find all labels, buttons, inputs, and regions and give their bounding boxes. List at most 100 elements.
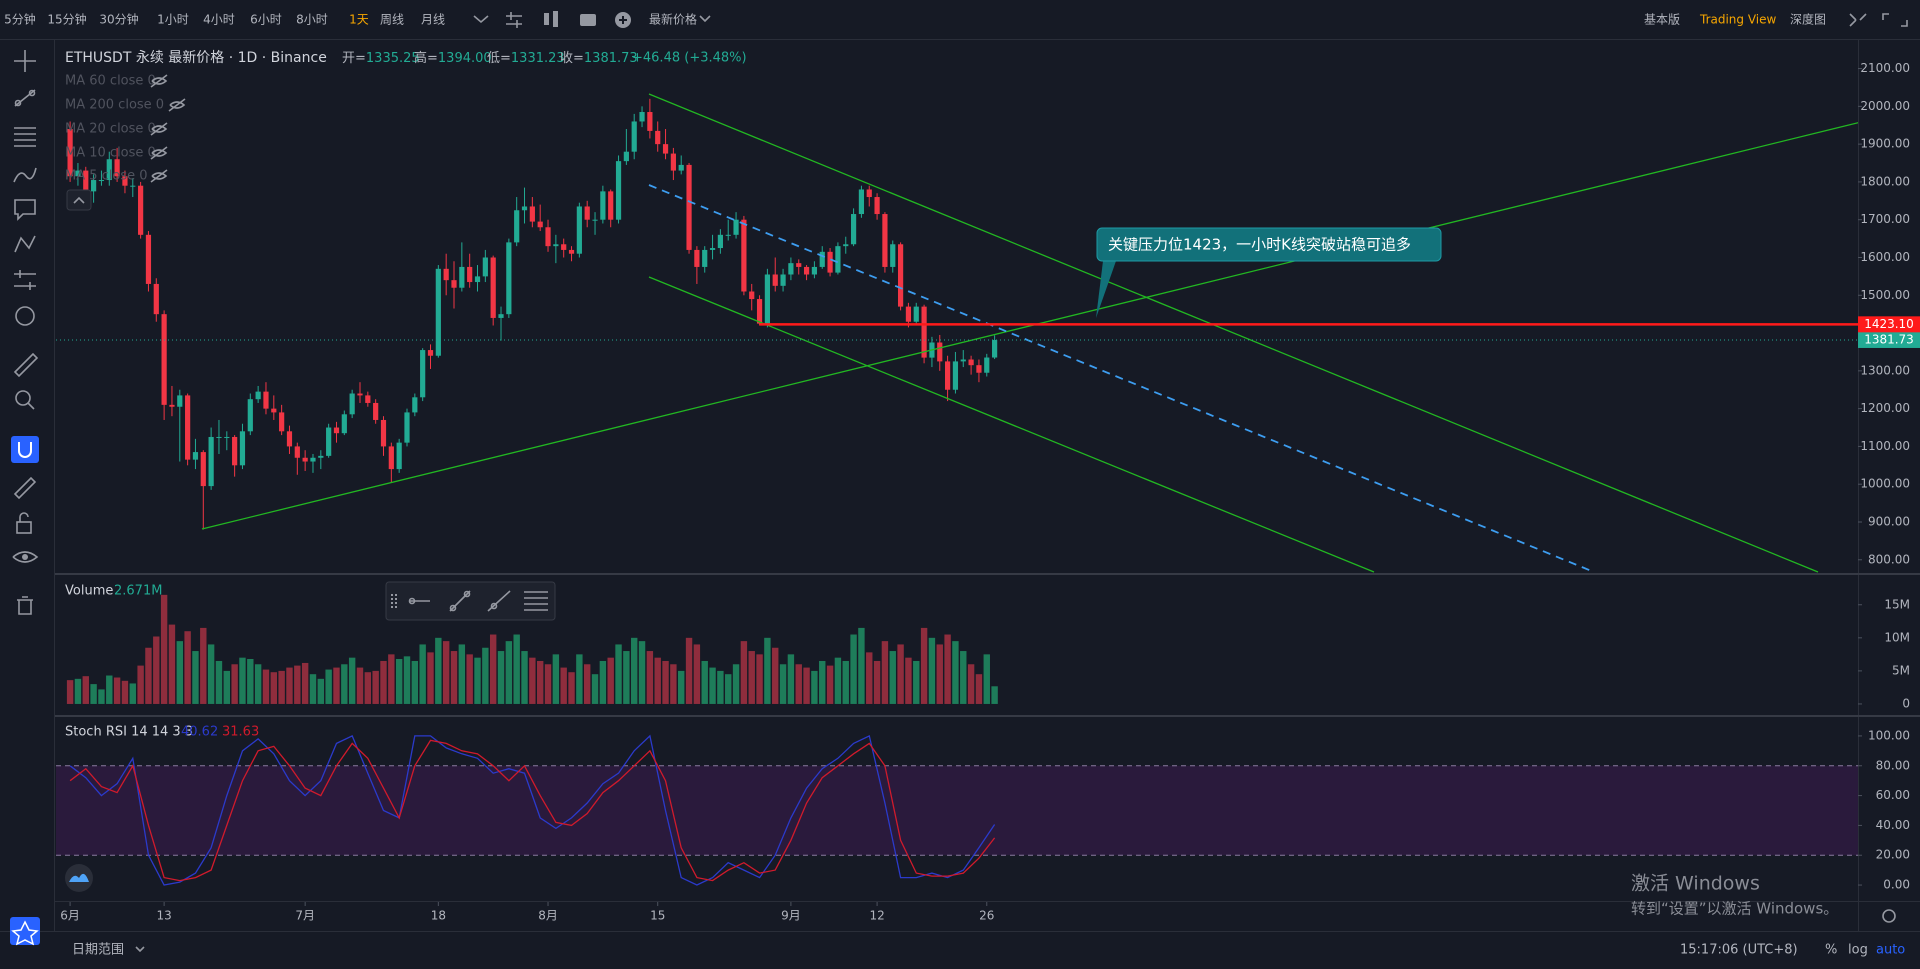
floating-toolbar[interactable] (385, 581, 556, 621)
volume-bar (450, 651, 458, 704)
candle-body (271, 408, 277, 413)
collapse-button[interactable] (66, 189, 92, 211)
stay-drawing-tool[interactable] (13, 476, 37, 500)
axis-settings[interactable] (1882, 909, 1896, 923)
x-tick-label: 15 (650, 909, 665, 923)
candle-body (905, 306, 912, 322)
interval-button[interactable]: 1小时 (157, 13, 189, 27)
prediction-tool[interactable] (14, 270, 36, 290)
delete-tool[interactable] (17, 596, 33, 615)
candle-body (232, 436, 238, 466)
volume-bar (231, 664, 238, 704)
dropdown-icon[interactable] (473, 15, 489, 24)
candle-body (749, 291, 755, 300)
minimize-icon[interactable] (1849, 13, 1867, 27)
left-toolbar[interactable] (10, 50, 40, 946)
parallel-button[interactable] (524, 591, 548, 611)
visibility-icon[interactable] (150, 122, 168, 136)
candle-body (670, 153, 676, 171)
indicator-label: MA 10 close 0 (65, 146, 156, 161)
depth-view[interactable]: 深度图 (1790, 12, 1826, 27)
fib-tool[interactable] (14, 127, 36, 147)
candle-body (326, 427, 332, 456)
candle-body (130, 185, 136, 187)
volume-bar (654, 657, 661, 704)
ohlc-label: 低= (487, 51, 511, 66)
last-price-tag (1858, 331, 1920, 348)
candle-body (482, 257, 488, 277)
callout-box[interactable] (1096, 227, 1442, 262)
volume-bar (607, 657, 614, 704)
dropdown-icon[interactable] (699, 15, 711, 23)
candle-body (286, 431, 293, 447)
volume-bar (129, 683, 136, 704)
interval-button[interactable]: 8小时 (296, 13, 328, 27)
pattern-tool[interactable] (14, 235, 36, 253)
price-type[interactable]: 最新价格 (649, 12, 697, 27)
visibility-icon[interactable] (150, 74, 168, 88)
settings-icon[interactable] (506, 12, 522, 28)
interval-button[interactable]: 15分钟 (47, 12, 86, 27)
volume-bar (920, 627, 928, 704)
volume-bar (685, 637, 693, 704)
candle-icon[interactable] (544, 13, 549, 25)
visibility-icon[interactable] (150, 169, 168, 183)
ohlc-label: 高= (414, 50, 438, 66)
crosshair-tool[interactable] (14, 50, 36, 72)
candle-body (639, 112, 645, 122)
candle-body (874, 197, 880, 215)
channel-middle[interactable] (648, 184, 1595, 573)
basic-view[interactable]: 基本版 (1644, 13, 1680, 27)
volume-bar (482, 647, 489, 704)
trend-button[interactable] (449, 590, 471, 612)
watermark-subtitle: 转到“设置”以激活 Windows。 (1631, 900, 1838, 918)
candle-body (263, 391, 269, 409)
trendline-tool[interactable] (14, 89, 36, 107)
volume-bar (333, 667, 340, 704)
percent-toggle[interactable]: % (1825, 943, 1837, 958)
symbol: ETHUSDT 永续 最新价格 · 1D · Binance (65, 49, 327, 66)
fullscreen-icon[interactable] (1882, 13, 1908, 27)
candle-icon[interactable] (553, 11, 558, 27)
brush-tool[interactable] (13, 167, 37, 183)
toolbar-icons[interactable] (473, 11, 1908, 28)
interval-button[interactable]: 6小时 (250, 13, 282, 27)
visibility-icon[interactable] (168, 98, 186, 112)
channel-bottom[interactable] (648, 276, 1375, 573)
channel-top[interactable] (648, 93, 1819, 573)
log-toggle[interactable]: log (1848, 943, 1868, 958)
interval-button[interactable]: 1天 (349, 13, 369, 27)
candle-body (608, 191, 614, 220)
icon-tool[interactable] (15, 306, 35, 326)
lock-tool[interactable] (16, 521, 32, 534)
stoch-logo[interactable] (65, 864, 93, 892)
volume-bar (732, 664, 740, 704)
volume-bar (826, 665, 834, 704)
volume-bar (678, 670, 685, 704)
dropdown-icon[interactable] (135, 946, 145, 953)
text-tool[interactable] (14, 199, 36, 221)
hide-tool[interactable] (12, 551, 39, 563)
magnet-tool[interactable] (11, 436, 39, 463)
visibility-icon[interactable] (150, 146, 168, 160)
volume-bar (576, 654, 583, 704)
candle-body (122, 176, 128, 186)
zoom-tool[interactable] (15, 390, 31, 406)
volume-bar (411, 660, 419, 704)
auto-toggle[interactable]: auto (1876, 943, 1905, 958)
tradingview-view[interactable]: Trading View (1699, 13, 1777, 27)
callout[interactable]: 关键压力位1423，一小时K线突破站稳可追多 (1096, 227, 1442, 318)
ruler-tool[interactable] (13, 352, 39, 378)
interval-button[interactable]: 5分钟 (4, 12, 36, 27)
favorites-button[interactable] (10, 917, 40, 945)
interval-button[interactable]: 月线 (421, 13, 445, 27)
interval-button[interactable]: 4小时 (203, 13, 235, 27)
candle-body (247, 399, 253, 432)
interval-button[interactable]: 30分钟 (99, 12, 138, 27)
camera-icon[interactable] (580, 14, 596, 26)
candle-body (788, 263, 794, 275)
candle-body (380, 419, 387, 447)
date-range[interactable]: 日期范围 (72, 943, 124, 958)
interval-button[interactable]: 周线 (380, 13, 404, 27)
candle-body (404, 412, 410, 443)
